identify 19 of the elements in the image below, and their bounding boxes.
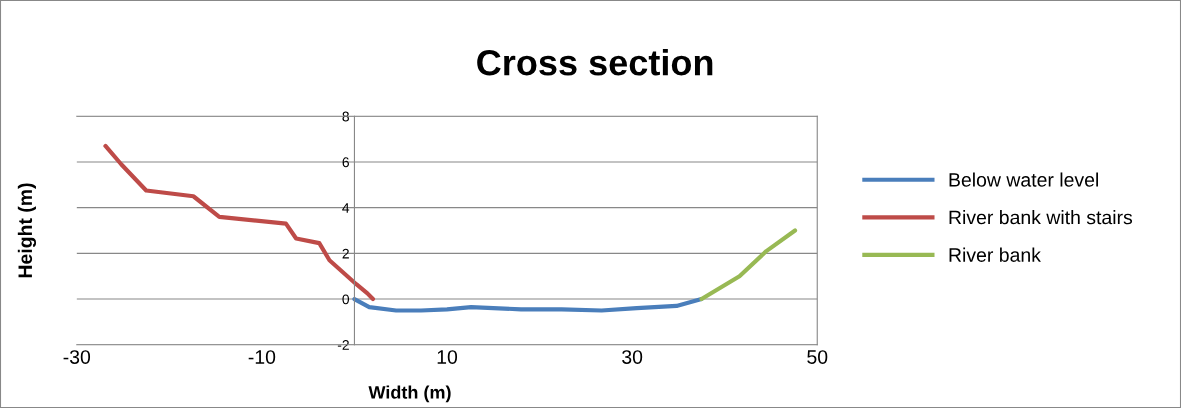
legend-label: River bank (949, 247, 1041, 262)
legend-label: Below water level (949, 172, 1098, 187)
x-tick-label: 30 (622, 350, 643, 364)
x-tick-label: 50 (807, 350, 828, 364)
x-tick-label: -10 (248, 350, 276, 364)
y-tick-label: 6 (342, 157, 349, 168)
x-tick-label: 10 (437, 350, 458, 364)
y-tick-label: 0 (342, 294, 350, 305)
y-axis-title: Height (m) (17, 183, 37, 278)
y-tick-label: 2 (342, 248, 349, 259)
line-series (352, 296, 704, 313)
y-tick-label: 4 (342, 203, 350, 213)
y-tick-label: -2 (337, 340, 349, 350)
x-axis-title: Width (m) (368, 385, 451, 403)
y-tick-label: 8 (342, 111, 349, 122)
legend-label: River bank with stairs (949, 210, 1133, 225)
x-tick-label: -30 (63, 350, 91, 364)
line-series (699, 228, 798, 302)
chart-title: Cross section (477, 48, 713, 76)
